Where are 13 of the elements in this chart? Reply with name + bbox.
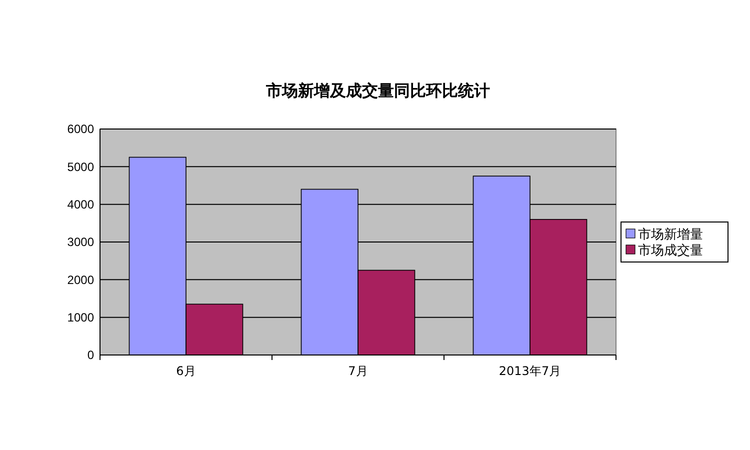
y-tick-label: 6000 <box>67 122 94 136</box>
y-tick-label: 1000 <box>67 310 94 325</box>
x-tick-label: 2013年7月 <box>498 364 562 378</box>
y-tick-label: 5000 <box>67 160 94 174</box>
legend-label: 市场成交量 <box>638 242 703 259</box>
y-tick-label: 2000 <box>67 272 94 287</box>
y-tick-label: 3000 <box>67 235 94 250</box>
legend-label: 市场新增量 <box>638 228 703 243</box>
chart-title: 市场新增及成交量同比环比统计 <box>265 81 490 100</box>
x-tick-label: 6月 <box>176 364 196 378</box>
x-tick-label: 7月 <box>348 364 368 378</box>
y-tick-label: 4000 <box>67 198 94 212</box>
y-tick-label: 0 <box>87 348 94 362</box>
